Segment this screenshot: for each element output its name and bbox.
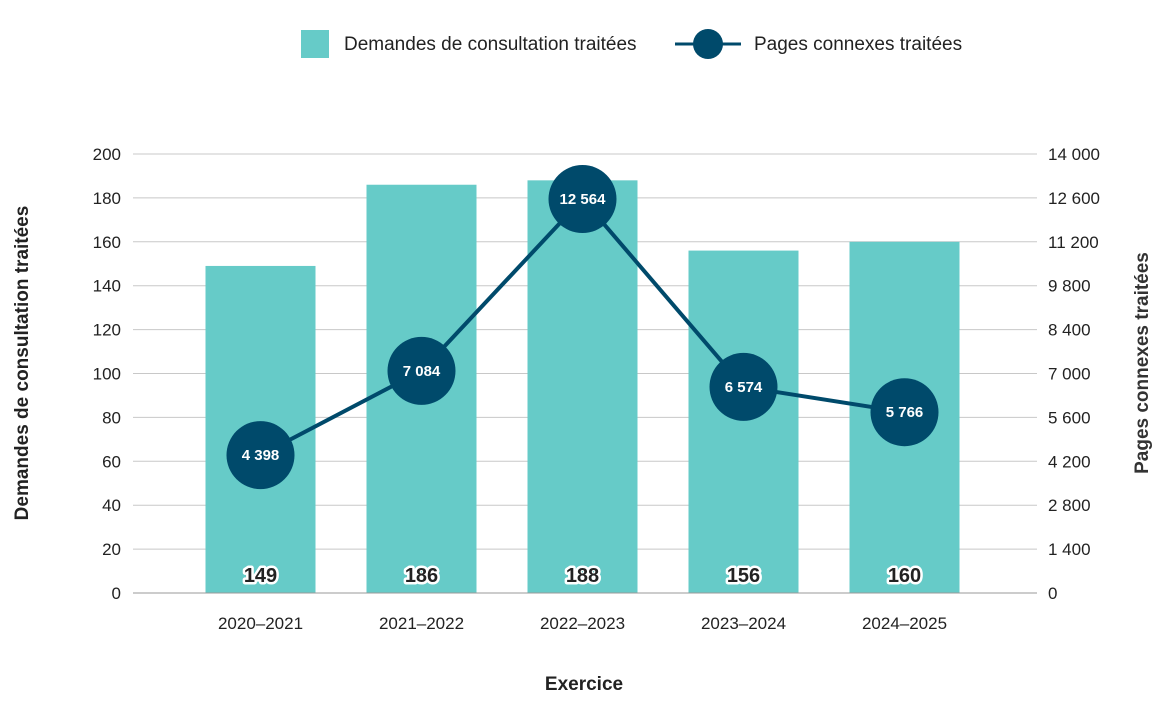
point-value-label: 4 398 <box>242 447 280 464</box>
right-tick-label: 7 000 <box>1048 365 1091 384</box>
bar <box>688 250 799 593</box>
point-value-label: 7 084 <box>403 363 441 380</box>
x-axis-title: Exercice <box>545 674 623 695</box>
line-point <box>870 378 939 447</box>
right-tick-label: 12 600 <box>1048 189 1100 208</box>
bar-labels-layer: 149 186 188 156 160 <box>241 563 923 590</box>
right-tick-label: 4 200 <box>1048 452 1091 471</box>
point-value-label: 6 574 <box>725 379 763 396</box>
legend-line-marker <box>693 29 723 59</box>
bar-value-label: 160 <box>888 565 921 587</box>
left-tick-label: 80 <box>102 408 121 427</box>
point-value-label: 5 766 <box>886 404 924 421</box>
bar-value-label: 156 <box>727 565 760 587</box>
right-tick-label: 14 000 <box>1048 145 1100 164</box>
right-axis-title: Pages connexes traitées <box>1132 252 1153 474</box>
right-tick-label: 1 400 <box>1048 540 1091 559</box>
left-tick-label: 160 <box>93 233 121 252</box>
right-tick-label: 2 800 <box>1048 496 1091 515</box>
left-tick-label: 20 <box>102 540 121 559</box>
left-axis-title: Demandes de consultation traitées <box>12 206 33 521</box>
left-tick-label: 120 <box>93 321 121 340</box>
legend-line-label: Pages connexes traitées <box>754 34 962 55</box>
x-axis-ticks: 2020–2021 2021–2022 2022–2023 2023–2024 2024… <box>218 614 947 633</box>
left-tick-label: 0 <box>112 584 121 603</box>
line-point <box>548 165 617 234</box>
right-axis-ticks: 0 1 400 2 800 4 200 5 600 7 000 8 400 9 800 11 2… <box>1048 145 1100 603</box>
points-layer: 4 398 7 084 12 564 6 574 5 766 <box>226 165 939 490</box>
legend: Demandes de consultation traitées Pages … <box>301 29 962 59</box>
x-tick-label: 2021–2022 <box>379 614 464 633</box>
legend-bar-label: Demandes de consultation traitées <box>344 34 637 55</box>
right-tick-label: 9 800 <box>1048 277 1091 296</box>
left-tick-label: 200 <box>93 145 121 164</box>
right-tick-label: 8 400 <box>1048 321 1091 340</box>
point-value-label: 12 564 <box>560 191 607 208</box>
bar-value-label: 188 <box>566 565 599 587</box>
x-tick-label: 2022–2023 <box>540 614 625 633</box>
right-tick-label: 0 <box>1048 584 1057 603</box>
left-tick-label: 180 <box>93 189 121 208</box>
legend-bar-swatch <box>301 30 329 58</box>
right-tick-label: 11 200 <box>1048 233 1099 252</box>
left-tick-label: 100 <box>93 365 121 384</box>
right-tick-label: 5 600 <box>1048 408 1091 427</box>
x-tick-label: 2024–2025 <box>862 614 947 633</box>
left-tick-label: 140 <box>93 277 121 296</box>
bar <box>527 180 638 593</box>
line-point <box>387 336 456 405</box>
x-tick-label: 2020–2021 <box>218 614 303 633</box>
bar-value-label: 149 <box>244 565 277 587</box>
x-tick-label: 2023–2024 <box>701 614 786 633</box>
left-tick-label: 40 <box>102 496 121 515</box>
left-tick-label: 60 <box>102 452 121 471</box>
line-point <box>709 352 778 421</box>
line-point <box>226 421 295 490</box>
bar-value-label: 186 <box>405 565 438 587</box>
left-axis-ticks: 0 20 40 60 80 100 120 140 160 180 200 <box>93 145 121 603</box>
